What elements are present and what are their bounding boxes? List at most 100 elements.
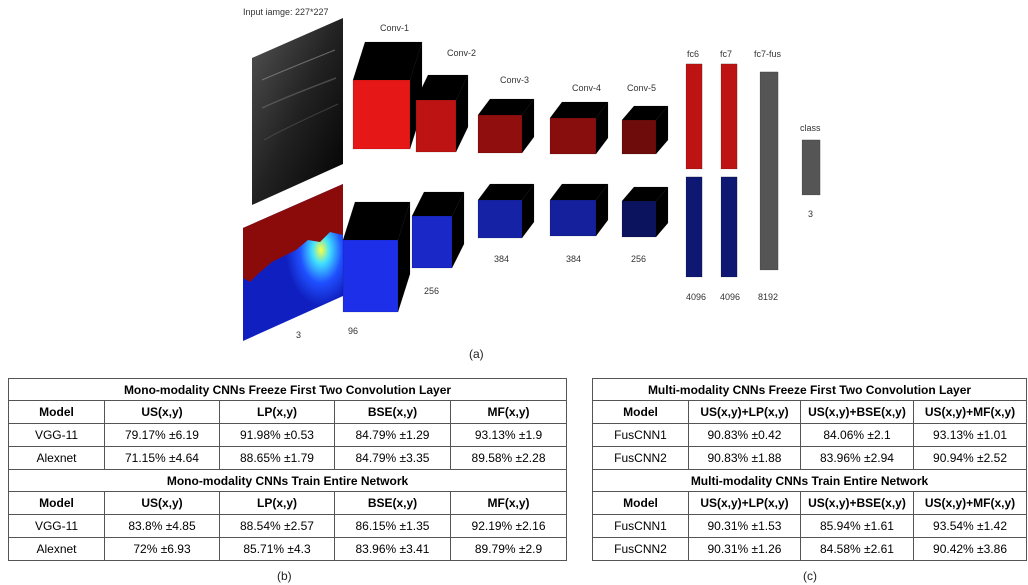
col-header: Model — [592, 491, 689, 515]
mono-modality-table: Mono-modality CNNs Freeze First Two Conv… — [7, 378, 568, 561]
conv3-label: Conv-3 — [500, 75, 529, 85]
conv1-label: Conv-1 — [380, 23, 409, 33]
cell: 84.79% ±1.29 — [334, 423, 451, 447]
cell: 72% ±6.93 — [104, 537, 220, 561]
cell: 71.15% ±4.64 — [104, 446, 220, 470]
table-row: Alexnet 71.15% ±4.64 88.65% ±1.79 84.79%… — [8, 446, 568, 470]
class-block-front — [801, 139, 821, 196]
cell: FusCNN1 — [592, 423, 689, 447]
mf-conv5-block-front — [621, 200, 657, 238]
cell: 89.79% ±2.9 — [449, 537, 568, 561]
conv5-label: Conv-5 — [627, 83, 656, 93]
multi-modality-table: Multi-modality CNNs Freeze First Two Con… — [591, 378, 1028, 561]
table-header-row: Model US(x,y) LP(x,y) BSE(x,y) MF(x,y) — [8, 491, 568, 515]
cell: 83.96% ±3.41 — [334, 537, 451, 561]
cell: 84.06% ±2.1 — [800, 423, 914, 447]
col-header: US(x,y)+MF(x,y) — [912, 400, 1028, 424]
mf-input-image — [243, 184, 343, 341]
conv2-size-label: 256 — [424, 286, 439, 296]
cell: 93.13% ±1.01 — [912, 423, 1028, 447]
mono-freeze-title: Mono-modality CNNs Freeze First Two Conv… — [7, 378, 568, 401]
us-fc6-block-front — [685, 63, 703, 170]
col-header: US(x,y)+LP(x,y) — [688, 400, 801, 424]
cell: 90.83% ±1.88 — [688, 446, 801, 470]
cell: 93.54% ±1.42 — [912, 514, 1028, 538]
cell: 85.94% ±1.61 — [800, 514, 914, 538]
input-channels-label: 3 — [296, 330, 301, 340]
input-image-label: Input iamge: 227*227 — [243, 7, 329, 17]
conv1-size-label: 96 — [348, 326, 358, 336]
table-row: FusCNN2 90.83% ±1.88 83.96% ±2.94 90.94%… — [592, 446, 1028, 470]
col-header: BSE(x,y) — [334, 491, 451, 515]
col-header: US(x,y)+MF(x,y) — [912, 491, 1028, 515]
cell: VGG-11 — [8, 514, 105, 538]
cell: 84.58% ±2.61 — [800, 537, 914, 561]
mf-fc6-block-front — [685, 176, 703, 278]
us-conv2-block-front — [415, 99, 457, 153]
fc6-label: fc6 — [687, 49, 699, 59]
table-row: FusCNN1 90.31% ±1.53 85.94% ±1.61 93.54%… — [592, 514, 1028, 538]
col-header: US(x,y) — [104, 400, 220, 424]
table-row: Alexnet 72% ±6.93 85.71% ±4.3 83.96% ±3.… — [8, 537, 568, 561]
cell: 93.13% ±1.9 — [449, 423, 568, 447]
cell: 92.19% ±2.16 — [449, 514, 568, 538]
table-row: VGG-11 83.8% ±4.85 88.54% ±2.57 86.15% ±… — [8, 514, 568, 538]
us-conv1-block-front — [352, 79, 411, 150]
mf-conv1-block-front — [342, 239, 399, 313]
col-header: LP(x,y) — [219, 400, 335, 424]
table-row: FusCNN2 90.31% ±1.26 84.58% ±2.61 90.42%… — [592, 537, 1028, 561]
mf-conv3-block-front — [477, 199, 523, 239]
cell: FusCNN2 — [592, 446, 689, 470]
multi-train-title: Multi-modality CNNs Train Entire Network — [591, 469, 1028, 492]
col-header: US(x,y)+BSE(x,y) — [800, 400, 914, 424]
cell: 90.83% ±0.42 — [688, 423, 801, 447]
cell: 91.98% ±0.53 — [219, 423, 335, 447]
cell: 88.54% ±2.57 — [219, 514, 335, 538]
cell: FusCNN1 — [592, 514, 689, 538]
table-header-row: Model US(x,y)+LP(x,y) US(x,y)+BSE(x,y) U… — [592, 491, 1028, 515]
col-header: Model — [592, 400, 689, 424]
cell: 89.58% ±2.28 — [449, 446, 568, 470]
cell: 79.17% ±6.19 — [104, 423, 220, 447]
fc7-size-label: 4096 — [720, 292, 740, 302]
cell: 90.31% ±1.53 — [688, 514, 801, 538]
caption-a: (a) — [469, 347, 484, 361]
fc6-size-label: 4096 — [686, 292, 706, 302]
mf-conv4-block-front — [549, 199, 597, 237]
mono-train-title: Mono-modality CNNs Train Entire Network — [7, 469, 568, 492]
cell: Alexnet — [8, 446, 105, 470]
multi-freeze-title: Multi-modality CNNs Freeze First Two Con… — [591, 378, 1028, 401]
table-header-row: Model US(x,y) LP(x,y) BSE(x,y) MF(x,y) — [8, 400, 568, 424]
class-size-label: 3 — [808, 209, 813, 219]
architecture-diagram: Input iamge: 227*227 Conv-1 Conv-2 Conv-… — [243, 7, 821, 341]
cell: 90.31% ±1.26 — [688, 537, 801, 561]
col-header: BSE(x,y) — [334, 400, 451, 424]
cell: 83.8% ±4.85 — [104, 514, 220, 538]
conv4-size-label: 384 — [566, 254, 581, 264]
fc7-fus-size-label: 8192 — [758, 292, 778, 302]
layer-blocks — [342, 41, 821, 313]
conv3-size-label: 384 — [494, 254, 509, 264]
conv5-size-label: 256 — [631, 254, 646, 264]
caption-b: (b) — [277, 569, 292, 583]
us-conv3-block-front — [477, 114, 523, 154]
fc7-fus-block-front — [759, 71, 779, 271]
col-header: US(x,y) — [104, 491, 220, 515]
cell: 86.15% ±1.35 — [334, 514, 451, 538]
cell: Alexnet — [8, 537, 105, 561]
col-header: Model — [8, 491, 105, 515]
col-header: US(x,y)+LP(x,y) — [688, 491, 801, 515]
fc7-fus-label: fc7-fus — [754, 49, 782, 59]
cell: 83.96% ±2.94 — [800, 446, 914, 470]
us-conv5-block-front — [621, 119, 657, 155]
cell: 84.79% ±3.35 — [334, 446, 451, 470]
cell: FusCNN2 — [592, 537, 689, 561]
cell: 85.71% ±4.3 — [219, 537, 335, 561]
cell: 90.42% ±3.86 — [912, 537, 1028, 561]
mf-conv2-block-front — [411, 215, 453, 269]
col-header: Model — [8, 400, 105, 424]
class-label: class — [800, 123, 821, 133]
conv4-label: Conv-4 — [572, 83, 601, 93]
conv2-label: Conv-2 — [447, 48, 476, 58]
us-conv4-block-front — [549, 117, 597, 155]
